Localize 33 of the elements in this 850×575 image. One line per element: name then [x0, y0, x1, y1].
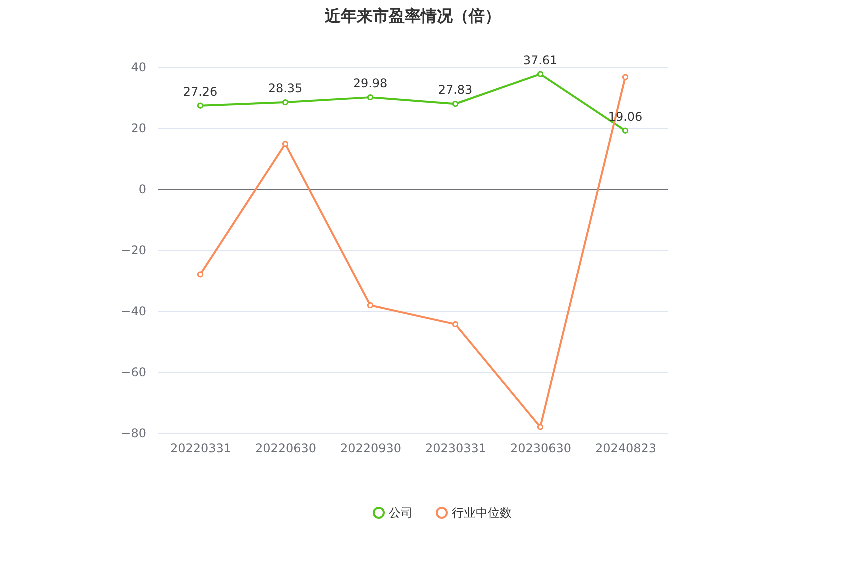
- y-tick-label: −60: [121, 366, 146, 380]
- point: [452, 101, 459, 108]
- point: [282, 141, 289, 148]
- x-tick-label: 20230331: [425, 442, 487, 456]
- data-label: 27.83: [438, 83, 473, 98]
- point: [622, 128, 629, 134]
- x-tick-label: 20220630: [255, 442, 317, 456]
- x-tick-label: 20220331: [170, 442, 232, 456]
- y-tick-label: −40: [121, 304, 146, 318]
- point: [367, 302, 374, 309]
- y-tick-label: −80: [121, 426, 146, 440]
- y-tick-label: 40: [131, 60, 146, 74]
- x-tick-label: 20220930: [340, 442, 402, 456]
- legend-label: 行业中位数: [452, 506, 512, 520]
- y-tick-label: −20: [121, 244, 146, 258]
- data-label: 29.98: [353, 76, 388, 91]
- point: [537, 71, 544, 78]
- point: [197, 102, 204, 109]
- x-tick-label: 20240823: [595, 442, 657, 456]
- chart-title: 近年来市盈率情况（倍）: [324, 6, 501, 26]
- point: [452, 321, 459, 328]
- data-label: 28.35: [268, 82, 303, 96]
- point: [622, 74, 629, 80]
- point: [537, 424, 544, 430]
- point: [282, 99, 289, 106]
- x-tick-label: 20230630: [510, 442, 572, 456]
- y-tick-label: 0: [138, 182, 146, 196]
- legend-label: 公司: [389, 506, 413, 520]
- point: [367, 94, 374, 101]
- data-label: 37.61: [523, 53, 558, 68]
- y-tick-label: 20: [131, 122, 146, 136]
- data-label: 27.26: [183, 84, 218, 99]
- point: [197, 272, 204, 278]
